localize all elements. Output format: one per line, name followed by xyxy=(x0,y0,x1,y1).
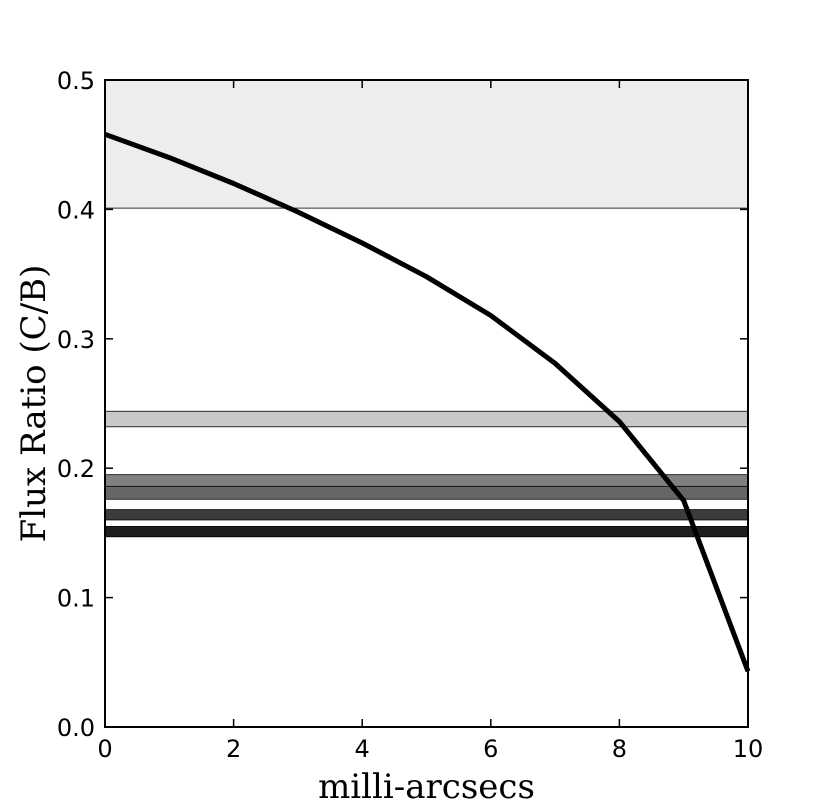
x-tick-label: 0 xyxy=(97,735,112,763)
shaded-band-5 xyxy=(104,509,749,521)
x-tick-label: 10 xyxy=(733,735,764,763)
y-axis-label: Flux Ratio (C/B) xyxy=(14,265,54,543)
y-tick-label: 0.3 xyxy=(57,326,95,354)
shaded-band-3 xyxy=(104,474,749,489)
shaded-band-2 xyxy=(104,410,749,428)
x-tick-label: 2 xyxy=(226,735,241,763)
tick-group xyxy=(104,79,749,728)
series-line-1 xyxy=(104,131,751,673)
x-axis-label: milli-arcsecs xyxy=(318,767,535,807)
y-tick-label: 0.1 xyxy=(57,585,95,613)
shaded-band-6 xyxy=(104,526,749,538)
x-tick-label: 6 xyxy=(483,735,498,763)
shaded-band-1 xyxy=(104,79,749,209)
plot-frame xyxy=(104,79,749,728)
series-group xyxy=(104,131,751,673)
x-tick-label: 4 xyxy=(355,735,370,763)
tick-label-group: 0 2 4 6 8 10 0.0 0.1 0.2 0.3 0.4 0.5 xyxy=(57,67,763,763)
y-tick-label: 0.2 xyxy=(57,455,95,483)
y-tick-label: 0.4 xyxy=(57,196,95,224)
shaded-band-4 xyxy=(104,485,749,500)
y-tick-label: 0.0 xyxy=(57,714,95,742)
band-group xyxy=(104,79,749,538)
y-tick-label: 0.5 xyxy=(57,67,95,95)
x-tick-label: 8 xyxy=(612,735,627,763)
